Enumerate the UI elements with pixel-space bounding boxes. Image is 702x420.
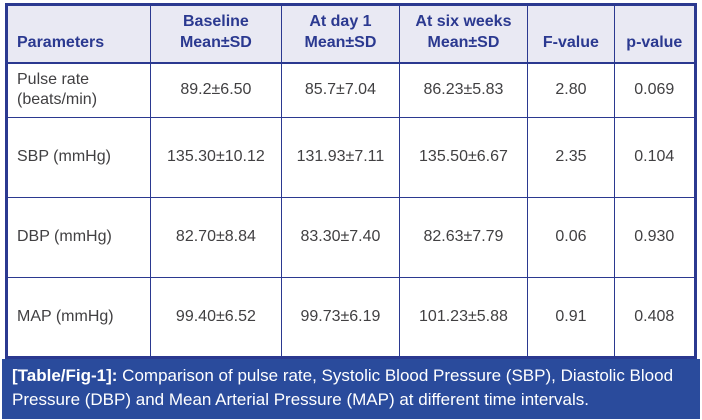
baseline-value: 82.70±8.84 <box>149 197 283 279</box>
f-value: 0.06 <box>527 197 615 279</box>
baseline-value: 135.30±10.12 <box>149 117 283 199</box>
f-value: 0.91 <box>527 277 615 359</box>
six-weeks-value: 135.50±6.67 <box>398 117 529 199</box>
column-header-f-value: F-value <box>527 3 615 64</box>
results-table: Parameters Baseline Mean±SD At day 1 Mea… <box>5 3 697 360</box>
p-value: 0.930 <box>613 197 697 279</box>
column-header-baseline: Baseline Mean±SD <box>149 3 283 64</box>
column-header-six-weeks: At six weeks Mean±SD <box>398 3 529 64</box>
p-value: 0.104 <box>613 117 697 199</box>
day1-value: 83.30±7.40 <box>281 197 400 279</box>
p-value: 0.408 <box>613 277 697 359</box>
figure-caption: [Table/Fig-1]: Comparison of pulse rate,… <box>2 359 700 420</box>
day1-value: 99.73±6.19 <box>281 277 400 359</box>
parameter-label: MAP (mmHg) <box>6 277 151 359</box>
table-row-sbp: SBP (mmHg) 135.30±10.12 131.93±7.11 135.… <box>6 117 697 199</box>
figure-caption-label: [Table/Fig-1]: <box>12 366 118 386</box>
baseline-value: 99.40±6.52 <box>149 277 283 359</box>
table-header-row: Parameters Baseline Mean±SD At day 1 Mea… <box>6 3 697 64</box>
table-row-map: MAP (mmHg) 99.40±6.52 99.73±6.19 101.23±… <box>6 277 697 359</box>
six-weeks-value: 86.23±5.83 <box>398 62 529 119</box>
parameter-label: DBP (mmHg) <box>6 197 151 279</box>
figure-caption-text: Comparison of pulse rate, Systolic Blood… <box>12 366 674 410</box>
column-header-day1: At day 1 Mean±SD <box>281 3 400 64</box>
table-row-dbp: DBP (mmHg) 82.70±8.84 83.30±7.40 82.63±7… <box>6 197 697 279</box>
column-header-parameters: Parameters <box>6 3 151 64</box>
day1-value: 131.93±7.11 <box>281 117 400 199</box>
baseline-value: 89.2±6.50 <box>149 62 283 119</box>
f-value: 2.80 <box>527 62 615 119</box>
six-weeks-value: 82.63±7.79 <box>398 197 529 279</box>
parameter-label: Pulse rate (beats/min) <box>6 62 151 119</box>
table-row-pulse-rate: Pulse rate (beats/min) 89.2±6.50 85.7±7.… <box>6 62 697 119</box>
six-weeks-value: 101.23±5.88 <box>398 277 529 359</box>
f-value: 2.35 <box>527 117 615 199</box>
parameter-label: SBP (mmHg) <box>6 117 151 199</box>
day1-value: 85.7±7.04 <box>281 62 400 119</box>
p-value: 0.069 <box>613 62 697 119</box>
table-figure: Parameters Baseline Mean±SD At day 1 Mea… <box>0 3 702 420</box>
column-header-p-value: p-value <box>613 3 697 64</box>
